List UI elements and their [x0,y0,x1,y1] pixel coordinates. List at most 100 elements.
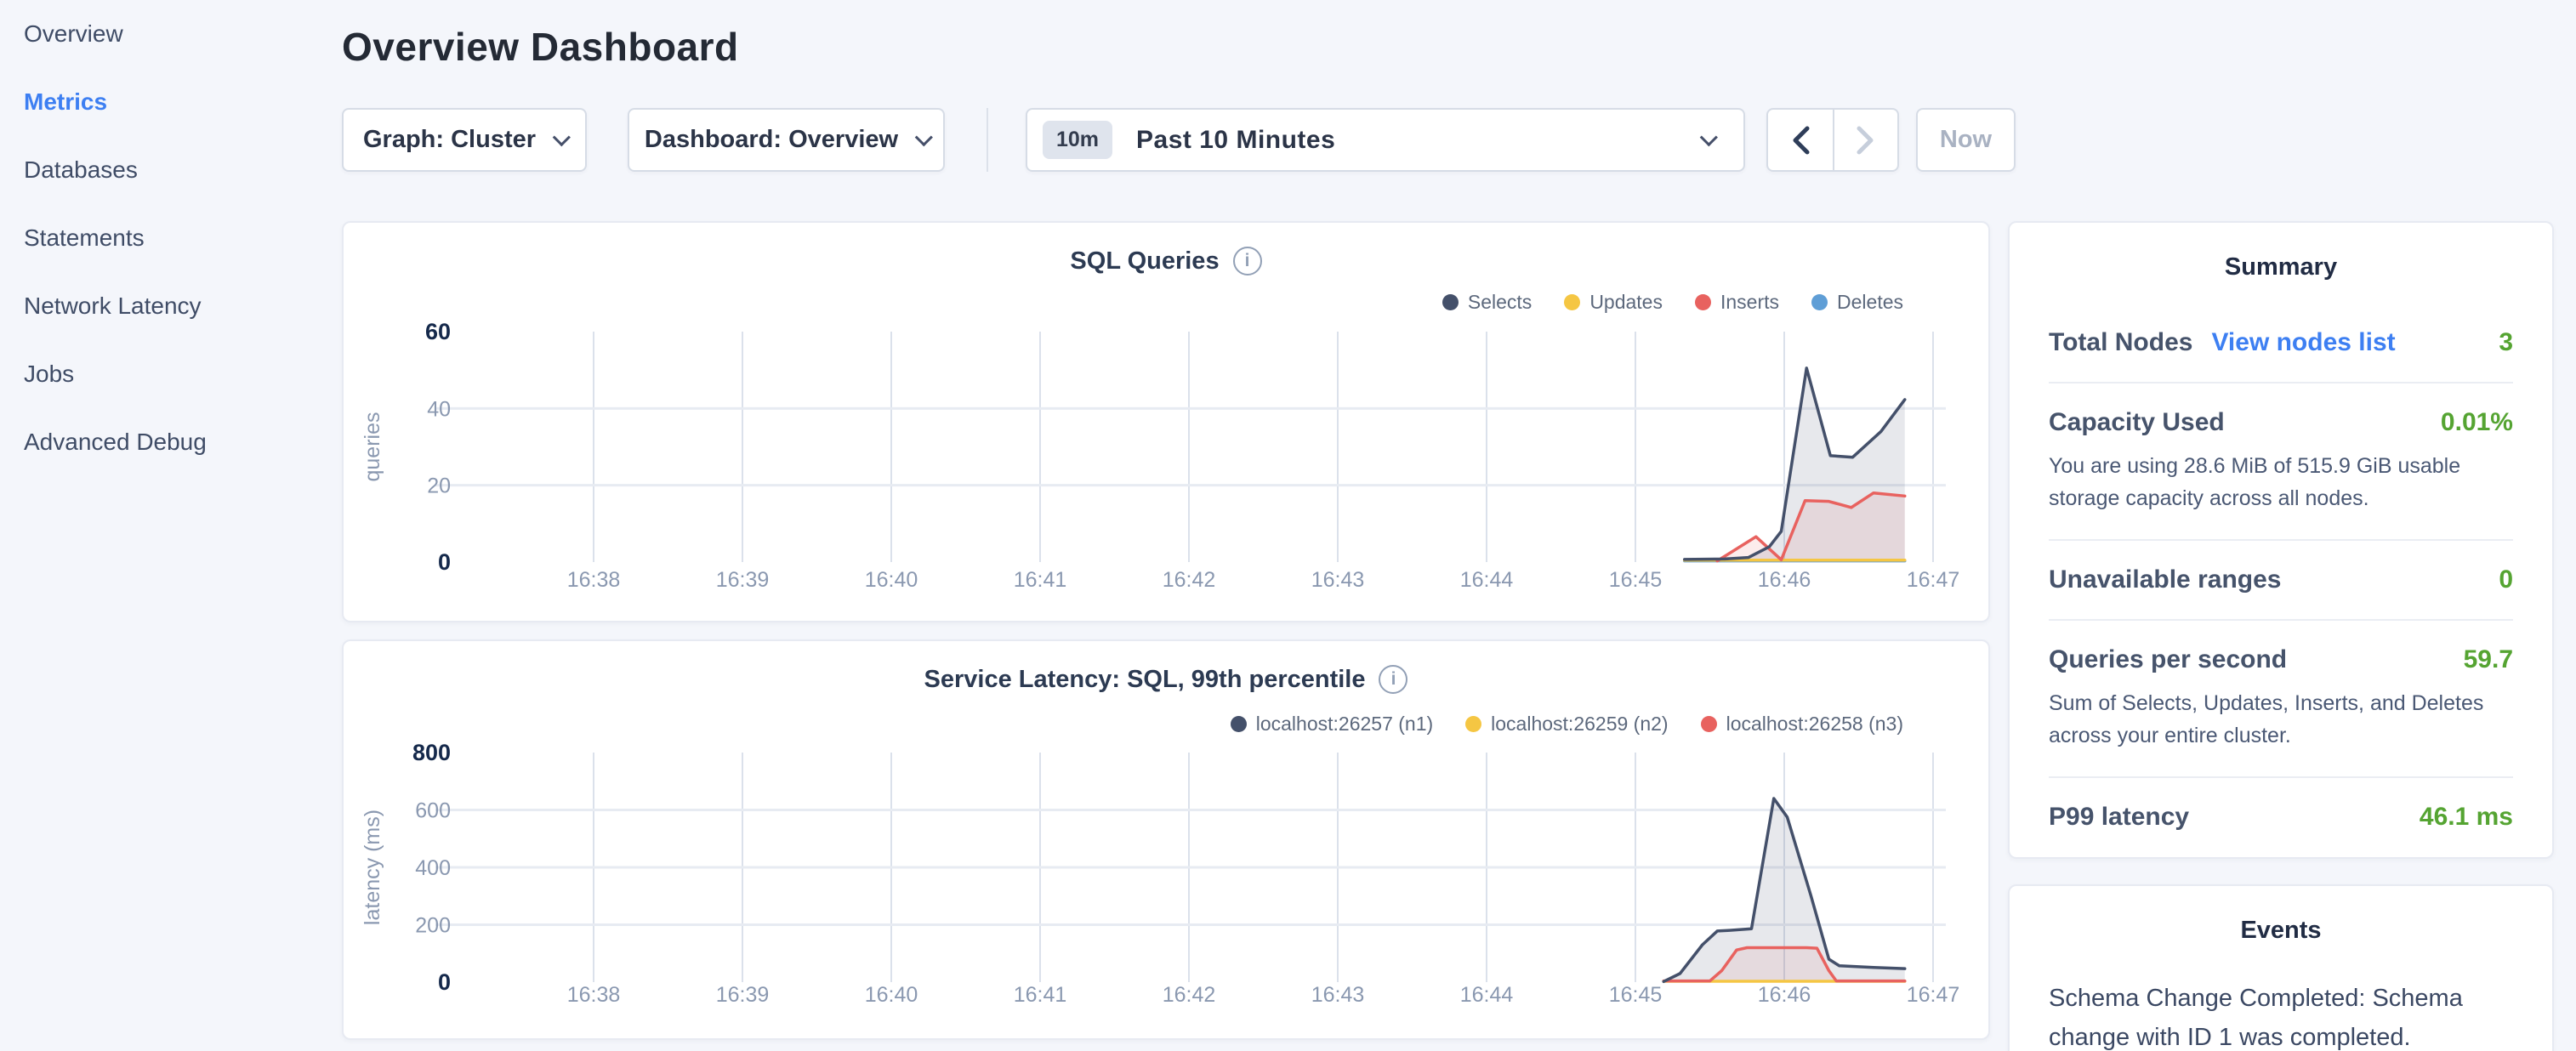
legend-label: Selects [1467,291,1533,313]
summary-row-description: You are using 28.6 MiB of 515.9 GiB usab… [2049,454,2461,510]
summary-title: Summary [2224,253,2338,281]
legend-label: localhost:26259 (n2) [1491,713,1669,735]
now-button[interactable]: Now [1916,108,2016,172]
svg-text:16:40: 16:40 [865,983,918,1007]
event-list-item[interactable]: Schema Change Completed: Schema change w… [2049,979,2513,1051]
chevron-down-icon [1699,128,1718,147]
sidebar: Overview Metrics Databases Statements Ne… [0,0,342,1051]
svg-text:600: 600 [415,799,451,823]
summary-panel: Summary Total Nodes View nodes list 3 Ca… [2008,221,2554,859]
legend-label: localhost:26257 (n1) [1255,713,1434,735]
chart-legend: localhost:26257 (n1) localhost:26259 (n2)… [1230,713,1903,736]
service-latency-chart-card: Service Latency: SQL, 99th percentile i … [342,639,1990,1040]
svg-text:400: 400 [415,856,451,880]
chevron-right-icon [1857,126,1874,154]
legend-item: Deletes [1811,291,1903,314]
svg-text:latency (ms): latency (ms) [361,810,384,925]
svg-text:16:40: 16:40 [865,568,918,592]
svg-text:16:46: 16:46 [1758,983,1811,1007]
legend-item: Updates [1564,291,1663,314]
legend-label: Inserts [1720,291,1780,313]
svg-text:16:42: 16:42 [1163,983,1216,1007]
summary-row-label: P99 latency [2049,803,2190,831]
toolbar-divider [987,108,988,172]
svg-text:20: 20 [427,474,451,498]
time-range-label: Past 10 Minutes [1136,125,1336,154]
legend-dot-icon [1811,294,1828,310]
page-title: Overview Dashboard [342,25,739,69]
summary-row-total-nodes: Total Nodes View nodes list 3 [2049,304,2513,383]
svg-text:0: 0 [438,969,451,995]
legend-dot-icon [1564,294,1581,310]
info-icon[interactable]: i [1379,665,1408,694]
svg-text:16:45: 16:45 [1609,568,1663,592]
legend-dot-icon [1442,294,1459,310]
svg-text:40: 40 [427,397,451,421]
legend-item: Selects [1442,291,1532,314]
svg-text:16:44: 16:44 [1460,983,1514,1007]
dashboard-dropdown-label: Dashboard: Overview [644,126,899,153]
svg-text:200: 200 [415,914,451,938]
events-panel: Events Schema Change Completed: Schema c… [2008,884,2554,1051]
summary-row-description: Sum of Selects, Updates, Inserts, and De… [2049,691,2484,747]
sidebar-item-network-latency[interactable]: Network Latency [24,293,202,319]
legend-item: localhost:26259 (n2) [1465,713,1669,736]
svg-text:16:39: 16:39 [716,568,770,592]
svg-text:16:41: 16:41 [1014,983,1067,1007]
chart-title: SQL Queries [1070,247,1220,275]
sql-queries-chart-card: SQL Queries i Selects Updates Inserts Delet… [342,221,1990,622]
svg-text:16:43: 16:43 [1311,983,1365,1007]
legend-dot-icon [1465,716,1482,732]
svg-text:16:46: 16:46 [1758,568,1811,592]
chevron-down-icon [914,128,934,147]
event-text: Schema Change Completed: Schema change w… [2049,985,2463,1051]
svg-text:16:38: 16:38 [567,983,621,1007]
legend-dot-icon [1230,716,1247,732]
summary-row-capacity-used: Capacity Used 0.01% You are using 28.6 M… [2049,383,2513,541]
legend-item: Inserts [1694,291,1780,314]
time-range-badge: 10m [1043,121,1113,159]
svg-text:0: 0 [438,549,451,575]
sidebar-item-statements[interactable]: Statements [24,224,145,251]
svg-text:16:43: 16:43 [1311,568,1365,592]
sidebar-item-overview[interactable]: Overview [24,20,123,47]
svg-text:16:39: 16:39 [716,983,770,1007]
svg-text:queries: queries [361,412,384,482]
summary-row-queries-per-second: Queries per second 59.7 Sum of Selects, … [2049,621,2513,778]
summary-row-unavailable-ranges: Unavailable ranges 0 [2049,541,2513,621]
chart-title: Service Latency: SQL, 99th percentile [924,665,1366,693]
sidebar-item-jobs[interactable]: Jobs [24,361,75,387]
summary-row-label: Queries per second [2049,645,2288,673]
summary-row-value: 0 [2499,565,2513,594]
sidebar-item-metrics[interactable]: Metrics [24,88,108,115]
summary-row-label: Capacity Used [2049,408,2225,436]
dashboard-dropdown[interactable]: Dashboard: Overview [628,108,945,172]
chart-legend: Selects Updates Inserts Deletes [1442,291,1903,314]
time-range-step-group [1766,108,1899,172]
legend-label: Deletes [1837,291,1903,313]
summary-row-value: 0.01% [2440,408,2513,436]
graph-dropdown[interactable]: Graph: Cluster [342,108,587,172]
info-icon[interactable]: i [1232,247,1262,276]
sql-queries-chart: 16:38 16:39 16:40 16:41 16:42 16:43 16:44 16:45… [361,319,1960,592]
svg-text:16:41: 16:41 [1014,568,1067,592]
next-range-button-disabled[interactable] [1833,110,1897,170]
time-range-selector[interactable]: 10m Past 10 Minutes [1026,108,1745,172]
view-nodes-list-link[interactable]: View nodes list [2211,328,2396,356]
previous-range-button[interactable] [1768,110,1833,170]
summary-row-p99-latency: P99 latency 46.1 ms [2049,778,2513,856]
svg-text:16:47: 16:47 [1907,568,1960,592]
summary-row-label: Unavailable ranges [2049,565,2282,594]
events-title: Events [2240,917,2322,944]
summary-row-value: 3 [2499,328,2513,356]
legend-label: localhost:26258 (n3) [1726,713,1903,735]
legend-dot-icon [1700,716,1717,732]
sidebar-item-databases[interactable]: Databases [24,156,138,183]
legend-item: localhost:26258 (n3) [1700,713,1903,736]
service-latency-chart: 16:38 16:39 16:40 16:41 16:42 16:43 16:44 16:45… [361,740,1960,1007]
summary-row-value: 46.1 ms [2419,803,2513,831]
svg-text:16:47: 16:47 [1907,983,1960,1007]
legend-label: Updates [1589,291,1663,313]
sidebar-item-advanced-debug[interactable]: Advanced Debug [24,429,207,455]
